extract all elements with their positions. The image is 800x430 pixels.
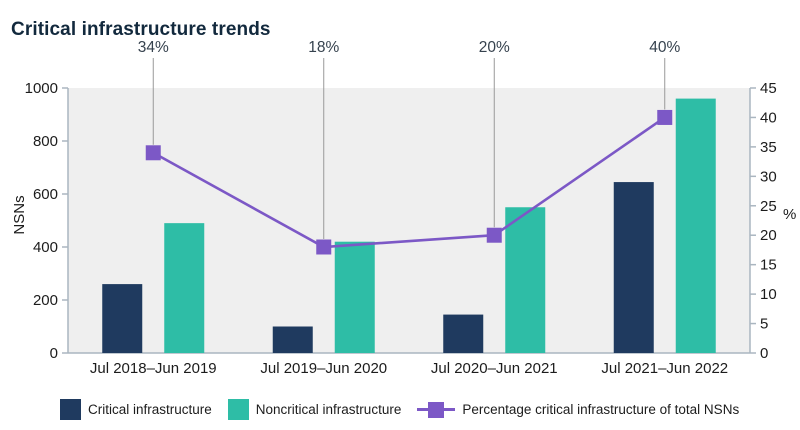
right-axis-tick-label: 15 bbox=[760, 257, 777, 274]
bar-noncritical-infrastructure bbox=[164, 223, 205, 353]
right-axis-tick-label: 0 bbox=[760, 345, 768, 362]
right-axis-tick-label: 25 bbox=[760, 198, 777, 215]
legend-item-critical: Critical infrastructure bbox=[60, 399, 212, 420]
trend-point-marker bbox=[486, 227, 502, 243]
bar-noncritical-infrastructure bbox=[505, 207, 546, 353]
x-axis-category-label: Jul 2018–Jun 2019 bbox=[90, 360, 217, 377]
annotation-label: 18% bbox=[308, 39, 339, 56]
legend-item-percentage: Percentage critical infrastructure of to… bbox=[417, 399, 739, 420]
legend-label-critical: Critical infrastructure bbox=[88, 402, 212, 417]
right-axis-tick-label: 5 bbox=[760, 316, 768, 333]
noncritical-swatch-icon bbox=[227, 399, 249, 420]
page-title: Critical infrastructure trends bbox=[11, 18, 271, 40]
left-axis-tick-label: 200 bbox=[33, 292, 58, 309]
bar-critical-infrastructure bbox=[613, 182, 654, 353]
left-axis-tick-label: 0 bbox=[50, 345, 58, 362]
legend-label-noncritical: Noncritical infrastructure bbox=[255, 402, 402, 417]
bar-noncritical-infrastructure bbox=[334, 241, 375, 353]
left-axis-tick-label: 1000 bbox=[25, 80, 58, 97]
trend-combo-chart: 0 200 400 600 800 1000 0 5 10 15 20 25 30 35 40 45 NSNs%… bbox=[11, 39, 796, 377]
right-axis-tick-label: 45 bbox=[760, 80, 777, 97]
left-axis-tick-label: 400 bbox=[33, 239, 58, 256]
x-axis-category-label: Jul 2019–Jun 2020 bbox=[260, 360, 387, 377]
left-axis-tick-label: 800 bbox=[33, 133, 58, 150]
annotation-label: 34% bbox=[138, 39, 169, 56]
left-axis-title: NSNs bbox=[11, 195, 28, 234]
line-marker-swatch-icon bbox=[417, 399, 456, 420]
x-axis-category-label: Jul 2021–Jun 2022 bbox=[601, 360, 728, 377]
right-axis-tick-label: 30 bbox=[760, 168, 777, 185]
right-axis-tick-label: 40 bbox=[760, 109, 777, 126]
right-axis-title: % bbox=[783, 206, 796, 223]
left-axis-tick-label: 600 bbox=[33, 186, 58, 203]
right-axis-tick-label: 10 bbox=[760, 286, 777, 303]
trend-point-marker bbox=[657, 109, 673, 125]
bar-critical-infrastructure bbox=[102, 284, 143, 353]
critical-swatch-icon bbox=[60, 399, 81, 420]
x-axis-category-label: Jul 2020–Jun 2021 bbox=[431, 360, 558, 377]
bar-noncritical-infrastructure bbox=[675, 98, 716, 353]
percentage-trend-line bbox=[152, 116, 666, 249]
right-axis-tick-label: 20 bbox=[760, 227, 777, 244]
bar-critical-infrastructure bbox=[272, 326, 313, 353]
legend-item-noncritical: Noncritical infrastructure bbox=[227, 399, 402, 420]
right-axis-tick-label: 35 bbox=[760, 139, 777, 156]
trend-point-marker bbox=[316, 239, 332, 255]
chart-legend: Critical infrastructure Noncritical infr… bbox=[60, 399, 739, 420]
annotation-label: 40% bbox=[649, 39, 680, 56]
trend-point-marker bbox=[145, 145, 161, 161]
legend-label-percentage: Percentage critical infrastructure of to… bbox=[462, 402, 740, 417]
annotation-label: 20% bbox=[479, 39, 510, 56]
bar-critical-infrastructure bbox=[443, 314, 484, 353]
